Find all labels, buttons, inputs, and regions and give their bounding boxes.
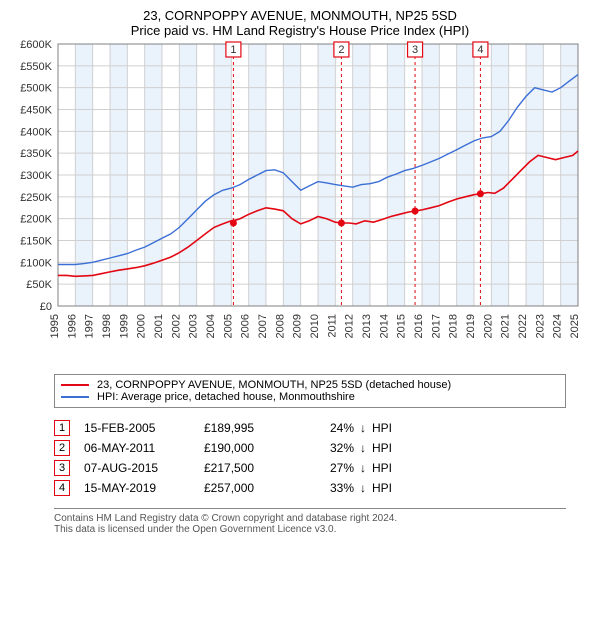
svg-text:£450K: £450K bbox=[20, 105, 52, 117]
sale-price: £189,995 bbox=[204, 421, 304, 435]
sale-badge: 1 bbox=[54, 420, 70, 436]
svg-text:2021: 2021 bbox=[500, 314, 512, 338]
chart-area: £0 £50K £100K £150K £200K £250K £300K £350K £400… bbox=[10, 38, 590, 368]
svg-text:£0: £0 bbox=[40, 301, 52, 313]
sale-date: 06-MAY-2011 bbox=[84, 441, 204, 455]
legend-label: HPI: Average price, detached house, Monm… bbox=[97, 391, 355, 403]
svg-text:2000: 2000 bbox=[136, 314, 148, 338]
svg-text:2017: 2017 bbox=[430, 314, 442, 338]
sale-pct: 32% bbox=[304, 441, 354, 455]
svg-text:£250K: £250K bbox=[20, 192, 52, 204]
sale-hpi-label: HPI bbox=[372, 481, 392, 495]
svg-text:1997: 1997 bbox=[84, 314, 96, 338]
svg-text:2016: 2016 bbox=[413, 314, 425, 338]
svg-text:2024: 2024 bbox=[552, 314, 564, 338]
sale-pct: 33% bbox=[304, 481, 354, 495]
svg-text:2008: 2008 bbox=[274, 314, 286, 338]
svg-text:£400K: £400K bbox=[20, 126, 52, 138]
line-chart: £0 £50K £100K £150K £200K £250K £300K £350K £400… bbox=[10, 38, 590, 368]
legend-swatch bbox=[61, 396, 89, 398]
sale-pct: 24% bbox=[304, 421, 354, 435]
svg-text:2011: 2011 bbox=[326, 314, 338, 338]
legend-label: 23, CORNPOPPY AVENUE, MONMOUTH, NP25 5SD… bbox=[97, 379, 451, 391]
svg-text:4: 4 bbox=[477, 44, 483, 56]
svg-text:2019: 2019 bbox=[465, 314, 477, 338]
sale-row: 1 15-FEB-2005£189,99524%↓HPI bbox=[54, 418, 566, 438]
chart-titles: 23, CORNPOPPY AVENUE, MONMOUTH, NP25 5SD… bbox=[10, 8, 590, 38]
svg-text:2013: 2013 bbox=[361, 314, 373, 338]
svg-text:£300K: £300K bbox=[20, 170, 52, 182]
sale-hpi-label: HPI bbox=[372, 441, 392, 455]
legend-swatch bbox=[61, 384, 89, 386]
svg-text:2023: 2023 bbox=[534, 314, 546, 338]
sale-row: 2 06-MAY-2011£190,00032%↓HPI bbox=[54, 438, 566, 458]
svg-text:2007: 2007 bbox=[257, 314, 269, 338]
down-arrow-icon: ↓ bbox=[354, 421, 372, 435]
sale-row: 3 07-AUG-2015£217,50027%↓HPI bbox=[54, 458, 566, 478]
svg-text:2018: 2018 bbox=[448, 314, 460, 338]
svg-text:2010: 2010 bbox=[309, 314, 321, 338]
svg-text:2012: 2012 bbox=[344, 314, 356, 338]
sale-price: £257,000 bbox=[204, 481, 304, 495]
svg-text:£100K: £100K bbox=[20, 257, 52, 269]
svg-text:1: 1 bbox=[230, 44, 236, 56]
svg-text:£500K: £500K bbox=[20, 83, 52, 95]
footer-attribution: Contains HM Land Registry data © Crown c… bbox=[54, 508, 566, 535]
sale-badge: 2 bbox=[54, 440, 70, 456]
chart-legend: 23, CORNPOPPY AVENUE, MONMOUTH, NP25 5SD… bbox=[54, 374, 566, 408]
sale-row: 4 15-MAY-2019£257,00033%↓HPI bbox=[54, 478, 566, 498]
sale-date: 07-AUG-2015 bbox=[84, 461, 204, 475]
sale-badge: 4 bbox=[54, 480, 70, 496]
sale-pct: 27% bbox=[304, 461, 354, 475]
svg-text:2: 2 bbox=[338, 44, 344, 56]
legend-item: HPI: Average price, detached house, Monm… bbox=[61, 391, 559, 403]
sale-date: 15-FEB-2005 bbox=[84, 421, 204, 435]
footer-line2: This data is licensed under the Open Gov… bbox=[54, 524, 566, 535]
sales-table: 115-FEB-2005£189,99524%↓HPI206-MAY-2011£… bbox=[54, 418, 566, 498]
sale-price: £217,500 bbox=[204, 461, 304, 475]
legend-item: 23, CORNPOPPY AVENUE, MONMOUTH, NP25 5SD… bbox=[61, 379, 559, 391]
svg-text:£350K: £350K bbox=[20, 148, 52, 160]
svg-text:2003: 2003 bbox=[188, 314, 200, 338]
svg-text:2014: 2014 bbox=[378, 314, 390, 338]
sale-price: £190,000 bbox=[204, 441, 304, 455]
svg-text:2002: 2002 bbox=[170, 314, 182, 338]
svg-text:2009: 2009 bbox=[292, 314, 304, 338]
svg-text:2022: 2022 bbox=[517, 314, 529, 338]
svg-text:2005: 2005 bbox=[222, 314, 234, 338]
down-arrow-icon: ↓ bbox=[354, 441, 372, 455]
sale-hpi-label: HPI bbox=[372, 421, 392, 435]
down-arrow-icon: ↓ bbox=[354, 481, 372, 495]
svg-text:£600K: £600K bbox=[20, 39, 52, 51]
svg-text:2025: 2025 bbox=[569, 314, 581, 338]
svg-text:2004: 2004 bbox=[205, 314, 217, 338]
svg-text:2020: 2020 bbox=[482, 314, 494, 338]
sale-date: 15-MAY-2019 bbox=[84, 481, 204, 495]
svg-text:1995: 1995 bbox=[49, 314, 61, 338]
svg-text:£200K: £200K bbox=[20, 214, 52, 226]
svg-text:2001: 2001 bbox=[153, 314, 165, 338]
title-line1: 23, CORNPOPPY AVENUE, MONMOUTH, NP25 5SD bbox=[10, 8, 590, 23]
svg-text:£150K: £150K bbox=[20, 236, 52, 248]
svg-text:£50K: £50K bbox=[26, 279, 52, 291]
svg-text:1996: 1996 bbox=[66, 314, 78, 338]
sale-badge: 3 bbox=[54, 460, 70, 476]
svg-text:2015: 2015 bbox=[396, 314, 408, 338]
svg-text:3: 3 bbox=[412, 44, 418, 56]
down-arrow-icon: ↓ bbox=[354, 461, 372, 475]
svg-text:1998: 1998 bbox=[101, 314, 113, 338]
title-line2: Price paid vs. HM Land Registry's House … bbox=[10, 23, 590, 38]
sale-hpi-label: HPI bbox=[372, 461, 392, 475]
svg-text:£550K: £550K bbox=[20, 61, 52, 73]
footer-line1: Contains HM Land Registry data © Crown c… bbox=[54, 513, 566, 524]
svg-text:1999: 1999 bbox=[118, 314, 130, 338]
svg-text:2006: 2006 bbox=[240, 314, 252, 338]
